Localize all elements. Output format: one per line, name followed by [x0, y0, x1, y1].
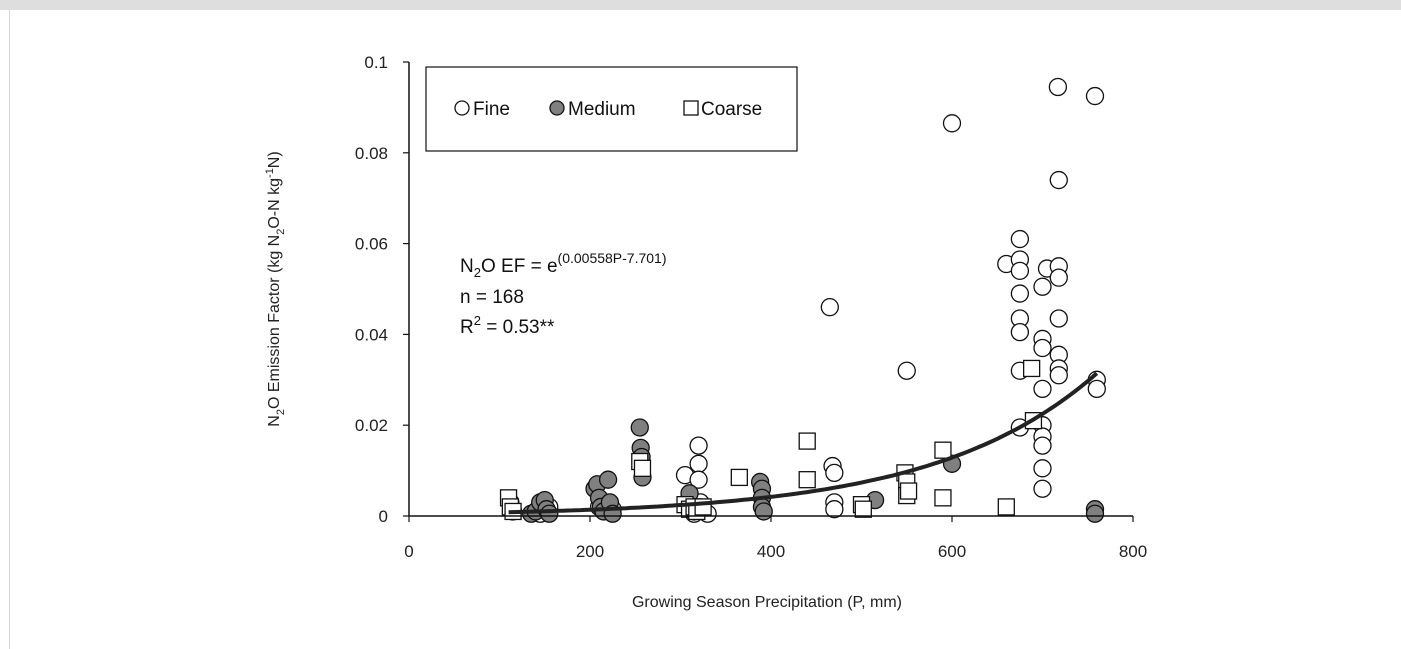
y-tick-label: 0.1: [364, 53, 388, 72]
data-point-fine: [1049, 366, 1068, 385]
data-point-medium: [598, 470, 618, 489]
data-point-fine: [1049, 170, 1068, 190]
data-point-fine: [1087, 379, 1106, 399]
data-point-coarse: [798, 471, 816, 489]
data-point-fine: [1033, 379, 1052, 399]
data-point-fine: [825, 500, 844, 519]
data-point-fine: [1010, 322, 1030, 342]
data-point-medium: [540, 504, 559, 523]
data-point-fine: [689, 454, 708, 473]
data-point-fine: [689, 436, 708, 455]
data-point-medium: [630, 418, 649, 437]
y-tick-label: 0: [379, 507, 388, 526]
data-point-coarse: [899, 482, 918, 500]
legend-medium-label: Medium: [568, 99, 636, 120]
data-point-coarse: [854, 500, 872, 518]
top-border-bar: [0, 0, 1401, 10]
data-point-coarse: [798, 432, 816, 450]
x-tick-label: 600: [938, 542, 966, 561]
data-point-fine: [1010, 229, 1030, 249]
axis-ticks-layer: 0 200 400 600 800 0 0.02 0.04 0.06 0.08 0.1: [355, 53, 1147, 561]
data-point-fine: [897, 361, 916, 380]
data-point-fine: [689, 470, 708, 489]
x-tick-label: 800: [1119, 542, 1147, 561]
data-point-fine: [1033, 459, 1052, 478]
exponential-fit-curve: [508, 371, 1099, 515]
y-tick-label: 0.06: [355, 235, 388, 254]
data-point-medium: [754, 502, 773, 521]
data-point-fine: [1049, 309, 1068, 328]
x-tick-label: 200: [576, 542, 604, 561]
x-axis-title: Growing Season Precipitation (P, mm): [632, 594, 902, 611]
data-point-coarse: [633, 459, 652, 477]
data-point-coarse: [934, 489, 952, 507]
legend-medium-marker: [549, 100, 565, 116]
x-tick-label: 0: [404, 542, 413, 561]
x-tick-label: 400: [757, 542, 785, 561]
data-point-fine: [1033, 436, 1052, 455]
left-border-line: [9, 10, 10, 649]
data-point-fine: [1033, 277, 1052, 296]
legend-coarse-label: Coarse: [701, 99, 762, 120]
data-point-fine: [1048, 77, 1068, 97]
data-point-fine: [1010, 261, 1030, 280]
data-point-coarse: [730, 468, 748, 487]
data-point-coarse: [997, 498, 1015, 516]
data-point-coarse: [934, 441, 952, 459]
data-point-fine: [1033, 338, 1052, 358]
y-tick-label: 0.08: [355, 144, 388, 163]
equation-label: N2O EF = e(0.00558P-7.701): [460, 250, 667, 280]
r-squared-label: R2 = 0.53**: [460, 313, 555, 338]
y-tick-label: 0.04: [355, 325, 388, 344]
legend-fine-marker: [454, 100, 470, 116]
legend-coarse-marker: [683, 100, 699, 116]
data-point-fine: [820, 298, 839, 317]
data-point-fine: [1010, 284, 1030, 303]
data-point-medium: [1085, 504, 1105, 523]
y-tick-label: 0.02: [355, 416, 388, 435]
data-point-fine: [1049, 268, 1068, 287]
legend: Fine Medium Coarse: [425, 66, 798, 152]
data-point-fine: [825, 463, 844, 483]
legend-box: [425, 66, 798, 152]
data-point-fine: [1033, 479, 1052, 498]
data-point-fine: [1085, 86, 1105, 106]
y-axis-title: N2O Emission Factor (kg N2O-N kg-1N): [264, 151, 287, 426]
data-point-coarse: [1022, 359, 1041, 378]
sample-size-label: n = 168: [460, 287, 524, 308]
legend-fine-label: Fine: [473, 99, 510, 120]
data-point-fine: [942, 114, 962, 133]
